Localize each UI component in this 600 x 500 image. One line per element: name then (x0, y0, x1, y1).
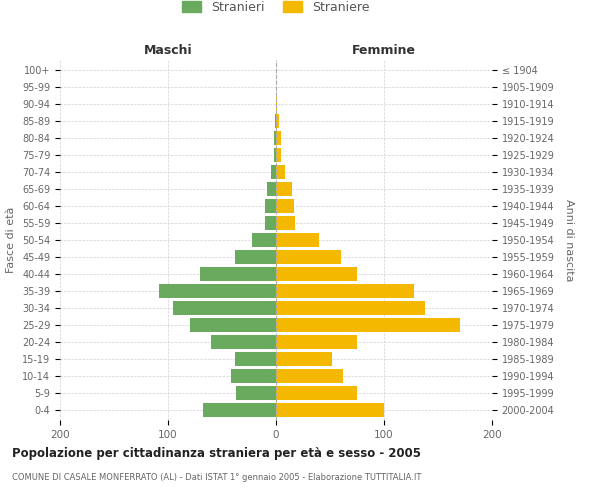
Text: Femmine: Femmine (352, 44, 416, 58)
Bar (276, 284, 414, 298)
Bar (276, 318, 460, 332)
Bar (276, 267, 357, 281)
Bar (235, 352, 276, 366)
Bar (276, 216, 295, 230)
Bar (276, 182, 292, 196)
Bar (271, 166, 276, 179)
Bar (276, 148, 281, 162)
Bar (276, 98, 277, 111)
Bar (276, 199, 295, 213)
Bar (276, 335, 357, 348)
Text: Maschi: Maschi (143, 44, 193, 58)
Bar (276, 233, 319, 247)
Bar (276, 301, 425, 314)
Bar (200, 267, 276, 281)
Bar (274, 148, 276, 162)
Text: Popolazione per cittadinanza straniera per età e sesso - 2005: Popolazione per cittadinanza straniera p… (12, 448, 421, 460)
Bar (268, 182, 276, 196)
Bar (235, 250, 276, 264)
Bar (274, 132, 276, 145)
Bar (276, 132, 281, 145)
Bar (265, 216, 276, 230)
Text: COMUNE DI CASALE MONFERRATO (AL) - Dati ISTAT 1° gennaio 2005 - Elaborazione TUT: COMUNE DI CASALE MONFERRATO (AL) - Dati … (12, 472, 421, 482)
Bar (276, 369, 343, 382)
Bar (252, 233, 276, 247)
Bar (236, 386, 276, 400)
Bar (160, 284, 276, 298)
Bar (265, 199, 276, 213)
Bar (276, 166, 284, 179)
Bar (173, 301, 276, 314)
Y-axis label: Fasce di età: Fasce di età (7, 207, 16, 273)
Bar (230, 369, 276, 382)
Bar (275, 114, 276, 128)
Bar (190, 318, 276, 332)
Bar (203, 403, 276, 416)
Bar (276, 352, 332, 366)
Bar (276, 114, 279, 128)
Bar (211, 335, 276, 348)
Bar (276, 386, 357, 400)
Y-axis label: Anni di nascita: Anni di nascita (564, 198, 574, 281)
Legend: Stranieri, Straniere: Stranieri, Straniere (179, 0, 373, 18)
Bar (276, 403, 384, 416)
Bar (276, 250, 341, 264)
